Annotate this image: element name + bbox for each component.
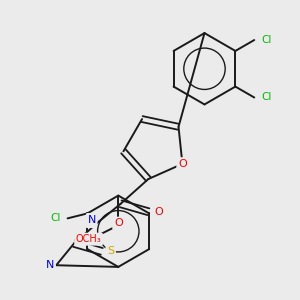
Text: O: O xyxy=(114,218,123,228)
Text: OCH₃: OCH₃ xyxy=(76,234,101,244)
Text: Cl: Cl xyxy=(261,35,271,45)
Text: S: S xyxy=(107,246,114,256)
Text: H: H xyxy=(87,217,94,226)
Text: Cl: Cl xyxy=(261,92,271,103)
Text: H: H xyxy=(45,263,52,273)
Text: O: O xyxy=(178,159,187,169)
Text: N: N xyxy=(88,214,96,225)
Text: N: N xyxy=(46,260,54,270)
Text: O: O xyxy=(154,207,163,217)
Text: Cl: Cl xyxy=(50,213,61,224)
